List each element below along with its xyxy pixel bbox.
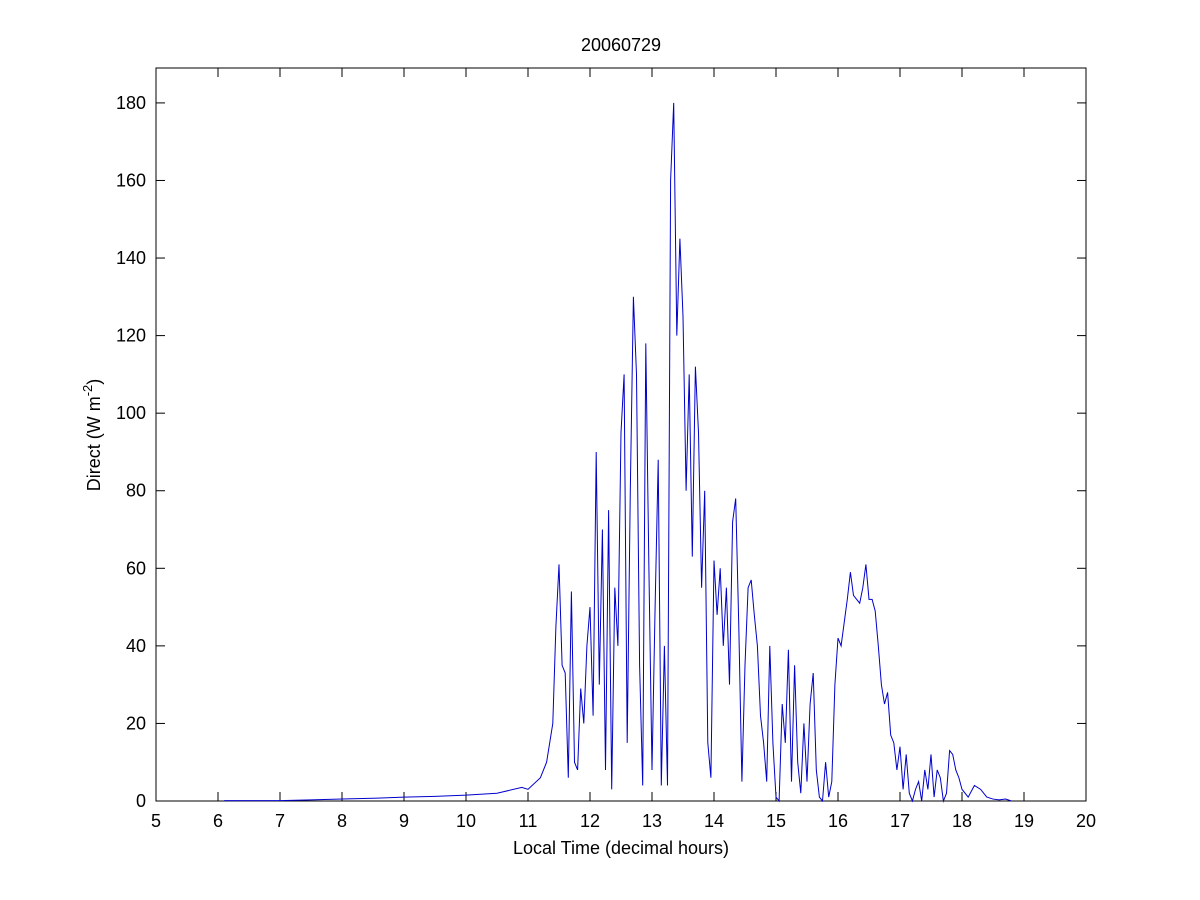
x-tick-label: 19 <box>1014 811 1034 831</box>
x-tick-label: 8 <box>337 811 347 831</box>
x-tick-label: 18 <box>952 811 972 831</box>
x-tick-label: 10 <box>456 811 476 831</box>
x-tick-label: 11 <box>519 811 538 831</box>
y-tick-label: 160 <box>116 170 146 190</box>
y-label-text: Direct (W m <box>84 396 104 491</box>
x-tick-label: 13 <box>642 811 662 831</box>
y-tick-label: 180 <box>116 93 146 113</box>
y-tick-label: 140 <box>116 248 146 268</box>
y-tick-label: 0 <box>136 791 146 811</box>
x-tick-label: 9 <box>399 811 409 831</box>
x-tick-label: 14 <box>704 811 724 831</box>
y-tick-label: 20 <box>126 713 146 733</box>
x-tick-label: 7 <box>275 811 285 831</box>
y-label-end: ) <box>84 379 104 385</box>
x-tick-label: 12 <box>580 811 600 831</box>
x-axis-label: Local Time (decimal hours) <box>513 838 729 858</box>
x-tick-label: 17 <box>890 811 910 831</box>
y-tick-label: 80 <box>126 481 146 501</box>
x-tick-label: 16 <box>828 811 848 831</box>
x-tick-label: 20 <box>1076 811 1096 831</box>
x-tick-label: 5 <box>151 811 161 831</box>
x-tick-label: 6 <box>213 811 223 831</box>
y-tick-label: 40 <box>126 636 146 656</box>
y-axis-label: Direct (W m-2) <box>80 379 104 492</box>
y-tick-label: 60 <box>126 558 146 578</box>
data-line <box>224 102 1012 803</box>
y-label-sup: -2 <box>80 385 95 397</box>
y-tick-label: 120 <box>116 326 146 346</box>
y-tick-label: 100 <box>116 403 146 423</box>
chart-title: 20060729 <box>581 35 661 55</box>
x-tick-label: 15 <box>766 811 786 831</box>
